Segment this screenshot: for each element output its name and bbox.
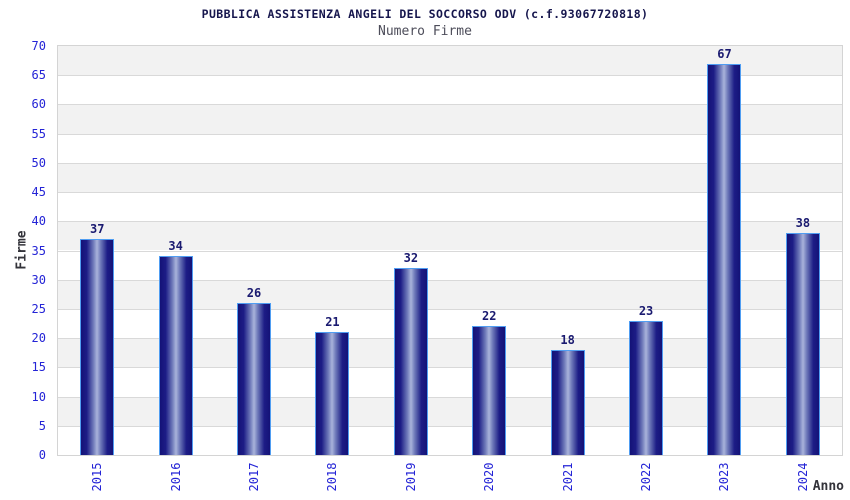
bar-value-label: 38 (795, 215, 811, 230)
gridline (58, 250, 842, 252)
bar-2024 (785, 232, 820, 455)
chart-subtitle: Numero Firme (378, 24, 472, 39)
y-tick-label-70: 70 (31, 39, 46, 53)
y-tick-label-5: 5 (38, 418, 46, 433)
x-tick-label-2017: 2017 (247, 462, 261, 492)
bar-2021 (550, 349, 585, 455)
y-tick-label-20: 20 (31, 331, 46, 346)
bar-2015 (80, 238, 115, 455)
y-tick-label-50: 50 (31, 155, 46, 170)
x-tick-label-2015: 2015 (90, 462, 105, 492)
gridline (58, 75, 842, 77)
gridline (58, 308, 842, 310)
x-tick-label-2023: 2023 (717, 462, 732, 492)
bar-slot-2016: 34 (136, 46, 214, 455)
bar-slot-2024: 38 (764, 46, 842, 455)
bar-value-label: 37 (89, 221, 105, 236)
bar-slot-2022: 23 (607, 46, 685, 455)
gridline (58, 104, 842, 106)
bar-slot-2017: 26 (215, 46, 293, 455)
bar-2019 (393, 268, 428, 455)
x-tick-label-2021: 2021 (560, 462, 575, 492)
bar-value-label: 23 (638, 303, 654, 318)
y-tick-label-10: 10 (31, 389, 46, 404)
bar-2022 (629, 320, 664, 455)
bar-2023 (707, 63, 742, 455)
bar-2017 (237, 303, 272, 455)
gridline (58, 425, 842, 427)
bar-slot-2019: 32 (372, 46, 450, 455)
bars-layer: 37 34 26 21 32 22 18 23 67 38 (58, 46, 842, 455)
y-tick-label-0: 0 (38, 448, 46, 462)
y-tick-label-35: 35 (31, 243, 46, 258)
bar-2020 (472, 326, 507, 455)
bar-slot-2015: 37 (58, 46, 136, 455)
bar-value-label: 67 (717, 46, 732, 61)
x-tick-label-2024: 2024 (795, 462, 810, 492)
gridline (58, 338, 842, 340)
chart-title: PUBBLICA ASSISTENZA ANGELI DEL SOCCORSO … (201, 7, 649, 21)
bar-2016 (158, 256, 193, 455)
bar-2018 (315, 332, 350, 455)
gridline (58, 221, 842, 223)
y-tick-label-40: 40 (31, 214, 46, 229)
bar-value-label: 34 (168, 239, 183, 254)
plot-area: 37 34 26 21 32 22 18 23 67 38 (57, 45, 843, 456)
y-tick-label-30: 30 (31, 272, 46, 287)
gridline (58, 279, 842, 281)
bar-value-label: 22 (482, 309, 497, 324)
y-tick-label-15: 15 (31, 360, 46, 375)
bar-value-label: 18 (560, 332, 575, 347)
bar-slot-2021: 18 (528, 46, 606, 455)
x-tick-label-2022: 2022 (639, 462, 653, 492)
gridline (58, 396, 842, 398)
y-tick-label-65: 65 (31, 68, 46, 83)
gridline (58, 162, 842, 164)
gridline (58, 133, 842, 135)
gridline (58, 367, 842, 369)
bar-value-label: 21 (325, 315, 340, 330)
y-tick-label-55: 55 (31, 126, 46, 141)
x-tick-label-2018: 2018 (325, 462, 340, 492)
gridline (58, 192, 842, 194)
x-tick-label-2016: 2016 (168, 462, 183, 492)
x-tick-label-2019: 2019 (403, 462, 418, 492)
y-tick-label-60: 60 (31, 97, 46, 112)
x-axis-title: Anno (812, 479, 844, 494)
bar-slot-2018: 21 (293, 46, 371, 455)
x-tick-label-2020: 2020 (482, 462, 497, 492)
bar-slot-2020: 22 (450, 46, 528, 455)
y-tick-label-45: 45 (31, 185, 46, 200)
bar-slot-2023: 67 (685, 46, 763, 455)
bar-value-label: 26 (246, 286, 262, 301)
y-tick-label-25: 25 (31, 301, 46, 316)
bar-value-label: 32 (403, 251, 419, 266)
